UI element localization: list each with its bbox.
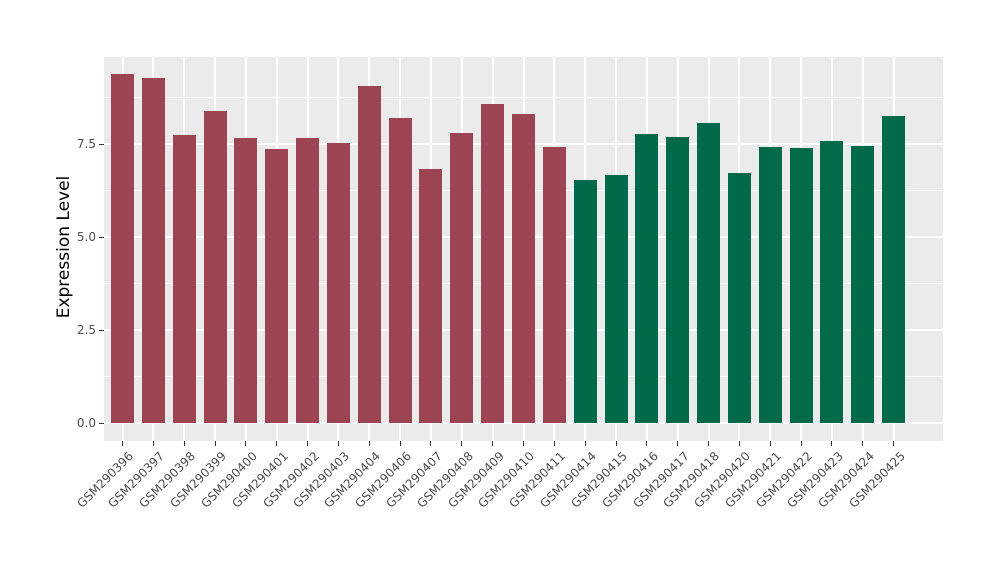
x-tick xyxy=(399,441,401,446)
x-tick xyxy=(646,441,648,446)
bar-GSM290417 xyxy=(666,136,690,423)
bar-GSM290404 xyxy=(357,86,381,423)
y-tick-label: 5.0 xyxy=(76,230,96,244)
x-tick xyxy=(800,441,802,446)
x-tick xyxy=(677,441,679,446)
bar-GSM290398 xyxy=(172,135,196,423)
x-tick xyxy=(738,441,740,446)
x-tick xyxy=(461,441,463,446)
bar-GSM290422 xyxy=(789,148,813,423)
y-tick-label: 0.0 xyxy=(76,416,96,430)
x-tick xyxy=(276,441,278,446)
x-tick xyxy=(584,441,586,446)
y-tick xyxy=(99,236,104,238)
bar-GSM290403 xyxy=(326,142,350,423)
bar-GSM290411 xyxy=(542,146,566,423)
bar-GSM290423 xyxy=(820,141,844,423)
y-tick xyxy=(99,329,104,331)
bar-GSM290408 xyxy=(450,132,474,423)
bar-GSM290416 xyxy=(635,134,659,423)
y-tick xyxy=(99,422,104,424)
bar-GSM290424 xyxy=(851,145,875,423)
bar-GSM290397 xyxy=(141,77,165,423)
x-tick xyxy=(183,441,185,446)
y-axis-title: Expression Level xyxy=(54,175,74,319)
bar-GSM290420 xyxy=(727,173,751,423)
x-tick xyxy=(214,441,216,446)
x-tick xyxy=(523,441,524,446)
bar-GSM290410 xyxy=(512,114,535,423)
y-tick-label: 2.5 xyxy=(76,323,96,337)
x-tick xyxy=(368,441,370,446)
bar-GSM290402 xyxy=(296,137,320,423)
bar-GSM290414 xyxy=(573,180,597,423)
bar-GSM290396 xyxy=(111,74,134,423)
x-tick xyxy=(245,441,247,446)
bar-GSM290421 xyxy=(758,146,782,423)
y-tick-label: 7.5 xyxy=(76,137,96,151)
x-tick xyxy=(430,441,432,446)
bar-GSM290399 xyxy=(203,110,227,423)
plot-panel xyxy=(104,57,943,441)
x-tick xyxy=(893,441,895,446)
bar-GSM290425 xyxy=(882,115,906,423)
bar-GSM290401 xyxy=(265,149,289,423)
x-tick xyxy=(553,441,555,446)
x-tick xyxy=(122,441,123,446)
x-tick xyxy=(615,441,617,446)
bar-GSM290418 xyxy=(697,123,721,423)
x-tick xyxy=(862,441,864,446)
x-tick xyxy=(769,441,771,446)
bar-GSM290400 xyxy=(234,137,258,423)
x-tick xyxy=(831,441,833,446)
x-tick xyxy=(307,441,309,446)
x-tick xyxy=(492,441,494,446)
bar-GSM290409 xyxy=(481,104,505,423)
bar-GSM290407 xyxy=(419,168,443,423)
x-tick xyxy=(337,441,339,446)
bar-GSM290415 xyxy=(604,174,628,423)
x-tick xyxy=(708,441,710,446)
bar-GSM290406 xyxy=(388,118,412,423)
y-tick xyxy=(99,143,104,145)
x-tick xyxy=(152,441,154,446)
